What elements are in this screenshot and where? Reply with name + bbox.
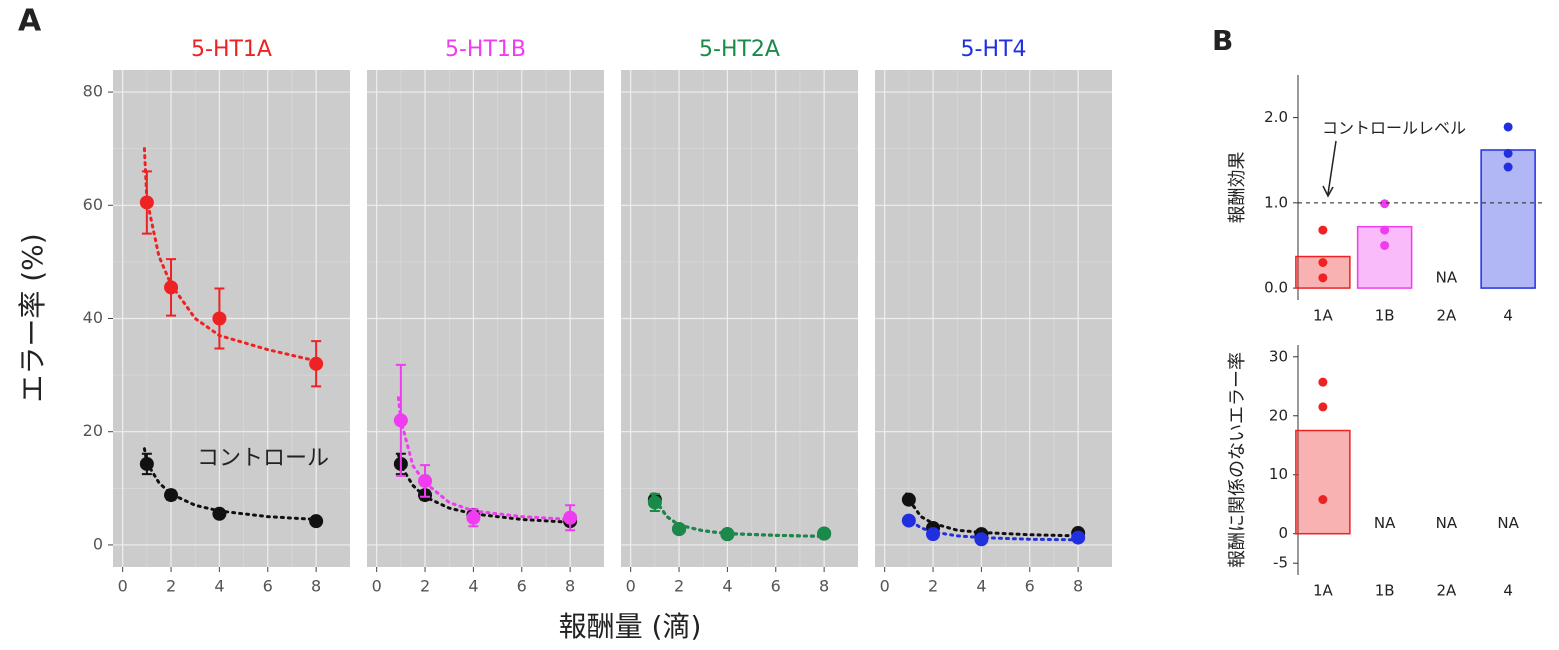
annotation-arrow [1322, 140, 1337, 198]
point [1380, 240, 1390, 250]
point [1380, 199, 1390, 209]
value-label: NA [1497, 514, 1519, 532]
facet-title: 5-HT2A [699, 37, 780, 62]
point [139, 456, 154, 471]
fit-curve [396, 396, 572, 521]
point [1318, 402, 1328, 412]
x-tick-label: 4 [722, 577, 732, 596]
y-axis-label: 報酬効果 [1227, 152, 1248, 224]
x-tick-label: 2A [1436, 307, 1457, 325]
point [901, 513, 916, 528]
panel-label: B [1212, 24, 1233, 57]
y-tick-label: 10 [1269, 465, 1288, 483]
x-tick-label: 1A [1313, 582, 1334, 600]
y-tick-label: 0.0 [1264, 279, 1288, 297]
value-label: NA [1436, 269, 1458, 287]
point [164, 488, 179, 503]
y-axis-label: エラー率 (%) [16, 233, 49, 402]
point [164, 280, 179, 295]
point [672, 522, 687, 537]
y-tick-label: 40 [83, 308, 103, 327]
x-tick-label: 4 [1503, 582, 1513, 600]
value-label: NA [1436, 514, 1458, 532]
panel-label: A [18, 4, 42, 39]
x-tick-label: 6 [771, 577, 781, 596]
fit-curve [142, 447, 318, 521]
y-tick-label: 20 [1269, 406, 1288, 424]
point [1318, 495, 1328, 505]
x-tick-label: 4 [976, 577, 986, 596]
fit-curve [142, 147, 318, 363]
x-tick-label: 1A [1313, 307, 1334, 325]
x-tick-label: 8 [1073, 577, 1083, 596]
x-tick-label: 0 [372, 577, 382, 596]
x-tick-label: 6 [1025, 577, 1035, 596]
bar [1356, 225, 1413, 289]
point [647, 495, 662, 510]
x-tick-label: 4 [214, 577, 224, 596]
x-tick-label: 0 [626, 577, 636, 596]
x-tick-label: 1B [1375, 582, 1395, 600]
x-tick-label: 4 [1503, 307, 1513, 325]
y-tick-label: 20 [83, 421, 103, 440]
x-tick-label: 8 [311, 577, 321, 596]
x-tick-label: 6 [517, 577, 527, 596]
point [1318, 273, 1328, 283]
y-tick-label: -5 [1273, 554, 1288, 572]
point [926, 527, 941, 542]
bar [1480, 149, 1536, 289]
x-tick-label: 0 [118, 577, 128, 596]
point [1318, 225, 1328, 235]
point [1318, 258, 1328, 267]
y-tick-label: 2.0 [1264, 108, 1288, 126]
facet-title: 5-HT1A [191, 37, 272, 62]
bar [1295, 429, 1351, 535]
point [1318, 377, 1328, 387]
point [139, 195, 154, 210]
facet-title: 5-HT4 [961, 37, 1027, 62]
point [1503, 148, 1513, 158]
y-tick-label: 60 [83, 195, 103, 214]
point [901, 492, 916, 507]
x-tick-label: 2 [420, 577, 430, 596]
point [1503, 122, 1513, 132]
annotation: コントロールレベル [1322, 119, 1466, 138]
point [1380, 225, 1390, 235]
y-tick-label: 1.0 [1264, 193, 1288, 211]
point [1503, 162, 1513, 172]
point [309, 514, 324, 529]
x-axis-label: 報酬量 (滴) [559, 610, 702, 643]
x-tick-label: 2 [928, 577, 938, 596]
value-label: NA [1374, 514, 1396, 532]
x-tick-label: 2 [674, 577, 684, 596]
x-tick-label: 0 [880, 577, 890, 596]
x-tick-label: 4 [468, 577, 478, 596]
point [418, 473, 433, 488]
facet-title: 5-HT1B [445, 37, 526, 62]
point [466, 510, 481, 525]
y-tick-label: 80 [83, 82, 103, 101]
y-tick-label: 0 [93, 534, 103, 553]
point [974, 532, 989, 547]
y-tick-label: 30 [1269, 347, 1288, 365]
point [309, 356, 324, 371]
x-tick-label: 6 [263, 577, 273, 596]
point [1071, 530, 1086, 545]
x-tick-label: 2 [166, 577, 176, 596]
point [212, 311, 227, 326]
point [817, 526, 832, 541]
point [563, 510, 578, 525]
point [720, 527, 735, 542]
x-tick-label: 8 [565, 577, 575, 596]
point [393, 413, 408, 428]
y-tick-label: 0 [1278, 524, 1288, 542]
point [212, 506, 227, 521]
x-tick-label: 8 [819, 577, 829, 596]
x-tick-label: 1B [1375, 307, 1395, 325]
annotation: コントロール [197, 446, 329, 471]
x-tick-label: 2A [1436, 582, 1457, 600]
y-axis-label: 報酬に関係のないエラー率 [1227, 352, 1248, 568]
